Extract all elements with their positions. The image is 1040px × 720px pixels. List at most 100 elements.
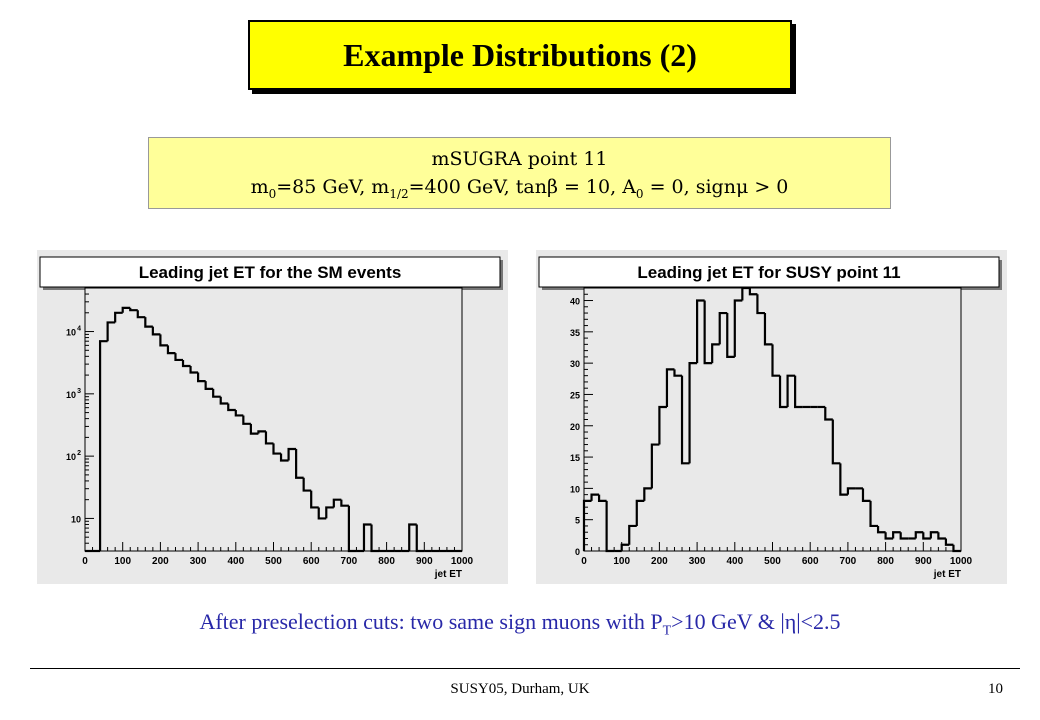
y-tick-label: 35 [570, 328, 580, 338]
histogram-bin [741, 286, 750, 301]
a0-subscript: 0 [635, 186, 644, 201]
histogram-bin [733, 299, 743, 357]
caption-text-before: After preselection cuts: two same sign m… [199, 609, 663, 634]
histogram-bin [944, 538, 954, 546]
histogram-bin [159, 334, 168, 347]
histogram-bin [279, 453, 289, 462]
histogram-bin [658, 405, 667, 445]
histogram-bin [718, 311, 728, 345]
plot-frame [583, 287, 962, 552]
histogram-bin [876, 525, 886, 534]
histogram-bin [665, 368, 675, 407]
histogram-bin [703, 300, 713, 365]
slide-title-box: Example Distributions (2) [248, 20, 792, 90]
histogram-bin [370, 524, 380, 553]
chart-title: Leading jet ET for the SM events [139, 263, 402, 282]
histogram-bin [756, 294, 765, 315]
histogram-bin [151, 326, 161, 336]
histogram-bin [340, 499, 349, 507]
x-tick-label: 100 [613, 556, 630, 567]
histogram-bin [824, 406, 833, 421]
caption-subscript: T [662, 623, 672, 639]
histogram-bin [257, 430, 266, 434]
histogram-bin [628, 524, 637, 545]
histogram-bin [929, 531, 939, 539]
x-tick-label: 400 [726, 556, 743, 567]
histogram-bin [688, 362, 698, 464]
parameter-box: mSUGRA point 11 m0=85 GeV, m1/2=400 GeV,… [148, 137, 891, 209]
y-tick-label: 20 [570, 422, 580, 432]
x-tick-label: 100 [114, 556, 131, 567]
histogram-bin [264, 431, 274, 445]
histogram-bin [234, 410, 244, 417]
y-tick-label: 10 [570, 484, 580, 494]
y-tick-label: 25 [570, 390, 580, 400]
x-tick-label: 300 [190, 556, 207, 567]
histogram-bin [937, 532, 946, 540]
x-axis-label: jet ET [434, 569, 462, 580]
preselection-caption: After preselection cuts: two same sign m… [0, 609, 1040, 639]
histogram-bin [846, 487, 856, 495]
y-tick-label: 5 [575, 516, 580, 526]
plot-frame [84, 287, 463, 552]
x-tick-label: 1000 [451, 556, 474, 567]
histogram-bin [673, 369, 683, 377]
x-tick-label: 0 [82, 556, 88, 567]
histogram-bin [650, 443, 660, 489]
histogram-bin [212, 388, 221, 398]
y-tick-label: 10 [66, 328, 76, 338]
histogram-bin [861, 488, 871, 503]
histogram-bin [643, 487, 652, 501]
histogram-bin [839, 463, 848, 496]
histogram-bin [869, 500, 879, 528]
histogram-bin [922, 532, 931, 540]
histogram-bin [914, 531, 924, 539]
x-tick-label: 300 [689, 556, 706, 567]
histogram-bin [310, 490, 319, 509]
histogram-bin [325, 506, 334, 519]
histogram-bin [415, 524, 425, 553]
histogram-bin [166, 345, 176, 355]
sm-histogram-panel: Leading jet ET for the SM events 0 100 200 3… [37, 250, 508, 584]
x-tick-label: 500 [265, 556, 282, 567]
page-number: 10 [988, 681, 1003, 697]
histogram-bin [249, 423, 259, 435]
susy-histogram-chart: Leading jet ET for SUSY point 110 100 200 3… [538, 256, 1002, 580]
title-banner [538, 256, 1000, 288]
histogram-bin [129, 307, 138, 312]
parameter-line-2: m0=85 GeV, m1/2=400 GeV, tanβ = 10, A0 =… [149, 173, 890, 208]
caption-text-after: >10 GeV & |η|<2.5 [671, 609, 841, 634]
histogram-bin [711, 343, 720, 364]
histogram-bin [181, 359, 191, 368]
a0-value: = 0, signμ > 0 [643, 176, 789, 198]
footer-divider [30, 668, 1020, 669]
y-tick-exponent: 3 [77, 388, 81, 395]
x-tick-label: 900 [416, 556, 433, 567]
histogram-bin [332, 498, 342, 508]
x-tick-label: 800 [378, 556, 395, 567]
y-tick-label: 30 [570, 359, 580, 369]
x-axis-label: jet ET [933, 569, 961, 580]
footer-text: SUSY05, Durham, UK [450, 681, 590, 697]
histogram-bin [794, 375, 803, 409]
histogram-bin [786, 374, 796, 407]
histogram-bin [302, 477, 312, 492]
histogram-bin [892, 531, 901, 539]
histogram-bin [831, 419, 841, 465]
histogram-bin [114, 311, 123, 323]
mhalf-subscript: 1/2 [389, 186, 409, 201]
chart-title: Leading jet ET for SUSY point 11 [637, 263, 900, 282]
histogram-bin [204, 381, 214, 391]
histogram-bin [635, 499, 645, 526]
histogram-bin [242, 415, 251, 425]
histogram-bin [680, 375, 690, 465]
histogram-bin [590, 493, 600, 501]
histogram-bin [295, 449, 304, 479]
histogram-bin [899, 532, 909, 540]
histogram-bin [952, 544, 961, 553]
histogram-bin [771, 344, 781, 377]
histogram-bin [763, 313, 773, 346]
x-tick-label: 200 [651, 556, 668, 567]
sm-histogram-chart: Leading jet ET for the SM events 0 100 200 3… [39, 256, 503, 580]
susy-histogram-panel: Leading jet ET for SUSY point 11 0 100 200 3… [536, 250, 1007, 584]
